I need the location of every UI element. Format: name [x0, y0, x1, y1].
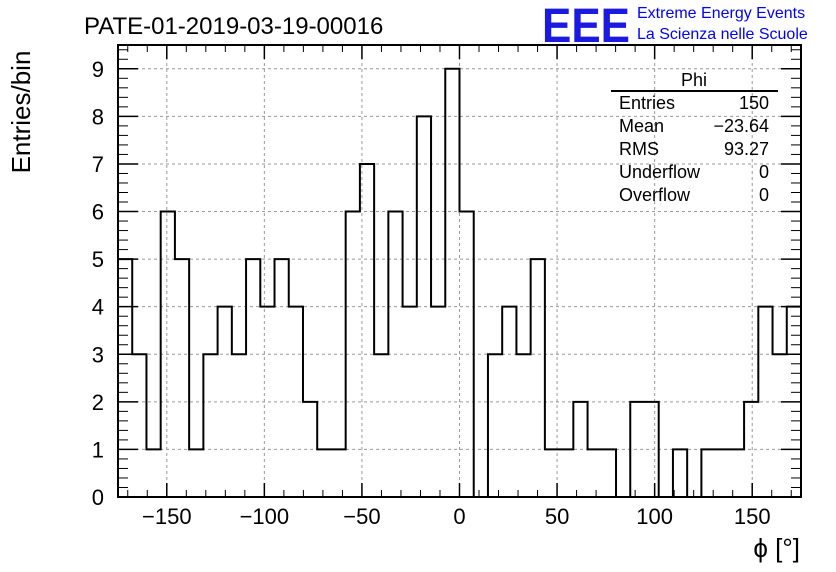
histogram-bin [132, 354, 146, 497]
histogram-bin [146, 449, 160, 497]
x-axis-label: ϕ [°] [753, 533, 800, 563]
histogram-bin [716, 449, 730, 497]
histogram-bin [118, 259, 132, 497]
y-tick-label: 9 [92, 57, 104, 82]
logo-line-1: Extreme Energy Events [637, 5, 805, 22]
stats-box: Phi Entries 150 Mean −23.64 RMS 93.27 Underflo… [611, 70, 778, 205]
stats-row-label: Underflow [619, 162, 701, 182]
histogram-bin [331, 449, 345, 497]
y-tick-label: 2 [92, 390, 104, 415]
x-tick-label: −100 [240, 504, 290, 529]
axis-ticks [118, 45, 801, 498]
histogram-bin [275, 259, 289, 497]
histogram-bin [488, 354, 502, 497]
histogram-bin [730, 449, 744, 497]
stats-row-label: Entries [619, 93, 675, 113]
histogram-bin [246, 259, 260, 497]
logo-line-2: La Scienza nelle Scuole [637, 26, 808, 43]
histogram-outline [117, 67, 802, 498]
stats-row-label: Mean [619, 116, 664, 136]
y-axis-label: Entries/bin [6, 51, 36, 174]
histogram-bin [773, 354, 787, 497]
x-tick-labels: −150 −100 −50 0 50 100 150 [142, 504, 771, 529]
y-tick-label: 5 [92, 247, 104, 272]
stats-row-value: 93.27 [724, 139, 769, 159]
x-tick-label: 150 [734, 504, 771, 529]
y-tick-label: 1 [92, 437, 104, 462]
y-tick-label: 4 [92, 295, 104, 320]
histogram-bin [602, 449, 616, 497]
stats-row-value: 0 [759, 185, 769, 205]
eee-logo: EEE Extreme Energy Events La Scienza nel… [542, 0, 808, 53]
x-tick-label: −150 [142, 504, 192, 529]
stats-row-value: −23.64 [713, 116, 769, 136]
histogram-bin [175, 259, 189, 497]
histogram-bin [516, 354, 530, 497]
histogram-bin [588, 449, 602, 497]
histogram-bin [374, 354, 388, 497]
y-tick-label: 8 [92, 104, 104, 129]
stats-row-value: 0 [759, 162, 769, 182]
y-tick-labels: 0 1 2 3 4 5 6 7 8 9 [92, 57, 104, 510]
histogram-bin [218, 307, 232, 497]
x-tick-label: 100 [636, 504, 673, 529]
y-tick-label: 7 [92, 152, 104, 177]
x-tick-label: 50 [545, 504, 569, 529]
histogram-bin [189, 449, 203, 497]
plot-frame [117, 44, 802, 498]
stats-box-name: Phi [681, 70, 707, 90]
histogram-bin [673, 449, 687, 497]
x-tick-label: 0 [453, 504, 465, 529]
histogram-bin [317, 449, 331, 497]
y-tick-label: 3 [92, 342, 104, 367]
chart-title: PATE-01-2019-03-19-00016 [84, 13, 383, 40]
stats-row-label: Overflow [619, 185, 691, 205]
stats-row-value: 150 [739, 93, 769, 113]
histogram-bin [232, 354, 246, 497]
histogram-bin [559, 449, 573, 497]
histogram-bin [203, 354, 217, 497]
histogram-bin [445, 69, 459, 497]
y-tick-label: 0 [92, 485, 104, 510]
stats-row-label: RMS [619, 139, 659, 159]
x-tick-label: −50 [343, 504, 380, 529]
histogram-bin [531, 259, 545, 497]
histogram-bin [701, 449, 715, 497]
y-tick-label: 6 [92, 200, 104, 225]
